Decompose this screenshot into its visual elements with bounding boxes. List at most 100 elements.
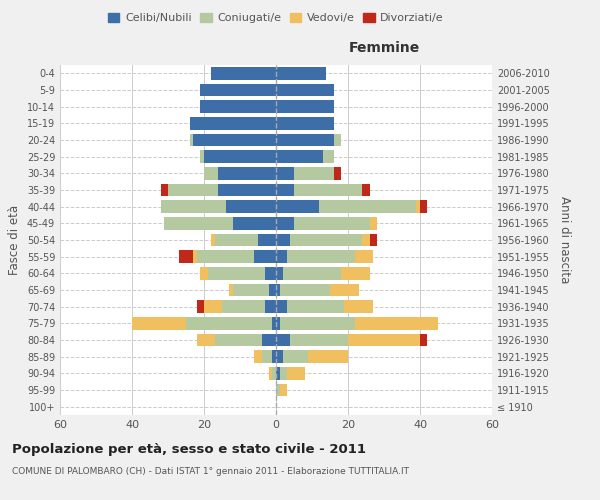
Bar	[168, 184, 218, 196]
Bar	[287, 367, 305, 380]
Bar	[276, 184, 294, 196]
Bar	[197, 250, 254, 263]
Bar	[276, 367, 280, 380]
Bar	[330, 284, 359, 296]
Bar	[287, 250, 355, 263]
Bar	[161, 184, 168, 196]
Text: Popolazione per età, sesso e stato civile - 2011: Popolazione per età, sesso e stato civil…	[12, 442, 366, 456]
Bar	[161, 200, 226, 213]
Bar	[200, 100, 276, 113]
Bar	[294, 217, 370, 230]
Bar	[280, 367, 287, 380]
Bar	[362, 234, 370, 246]
Bar	[204, 150, 276, 163]
Bar	[290, 234, 362, 246]
Bar	[254, 250, 276, 263]
Bar	[272, 317, 276, 330]
Bar	[334, 167, 341, 179]
Bar	[276, 334, 290, 346]
Bar	[276, 117, 334, 130]
Bar	[276, 100, 334, 113]
Bar	[290, 334, 348, 346]
Bar	[200, 150, 204, 163]
Bar	[276, 134, 334, 146]
Bar	[200, 84, 276, 96]
Legend: Celibi/Nubili, Coniugati/e, Vedovi/e, Divorziati/e: Celibi/Nubili, Coniugati/e, Vedovi/e, Di…	[104, 8, 448, 28]
Bar	[276, 84, 334, 96]
Bar	[229, 284, 233, 296]
Bar	[294, 184, 362, 196]
Bar	[276, 350, 283, 363]
Bar	[215, 334, 262, 346]
Bar	[280, 384, 287, 396]
Text: COMUNE DI PALOMBARO (CH) - Dati ISTAT 1° gennaio 2011 - Elaborazione TUTTITALIA.: COMUNE DI PALOMBARO (CH) - Dati ISTAT 1°…	[12, 468, 409, 476]
Bar	[294, 167, 334, 179]
Bar	[370, 217, 377, 230]
Text: Femmine: Femmine	[349, 40, 419, 54]
Bar	[265, 267, 276, 280]
Bar	[319, 200, 416, 213]
Bar	[280, 317, 355, 330]
Bar	[164, 217, 233, 230]
Bar	[197, 300, 204, 313]
Bar	[269, 284, 276, 296]
Bar	[341, 267, 370, 280]
Bar	[218, 184, 276, 196]
Bar	[420, 334, 427, 346]
Bar	[265, 300, 276, 313]
Bar	[233, 284, 269, 296]
Bar	[355, 250, 373, 263]
Bar	[287, 300, 344, 313]
Bar	[269, 367, 272, 380]
Bar	[420, 200, 427, 213]
Bar	[276, 284, 280, 296]
Bar	[208, 267, 265, 280]
Bar	[254, 350, 262, 363]
Bar	[276, 67, 326, 80]
Bar	[276, 267, 283, 280]
Bar	[276, 234, 290, 246]
Bar	[197, 334, 215, 346]
Bar	[280, 284, 330, 296]
Bar	[193, 134, 276, 146]
Bar	[308, 350, 348, 363]
Y-axis label: Anni di nascita: Anni di nascita	[557, 196, 571, 284]
Bar	[355, 317, 438, 330]
Bar	[233, 217, 276, 230]
Bar	[272, 367, 276, 380]
Bar	[344, 300, 373, 313]
Bar	[283, 267, 341, 280]
Bar	[276, 300, 287, 313]
Bar	[190, 134, 193, 146]
Bar	[200, 267, 208, 280]
Bar	[193, 250, 197, 263]
Bar	[262, 350, 272, 363]
Bar	[334, 134, 341, 146]
Bar	[276, 150, 323, 163]
Bar	[276, 250, 287, 263]
Bar	[211, 67, 276, 80]
Bar	[132, 317, 186, 330]
Bar	[258, 234, 276, 246]
Bar	[323, 150, 334, 163]
Bar	[204, 300, 222, 313]
Y-axis label: Fasce di età: Fasce di età	[8, 205, 21, 275]
Bar	[276, 317, 280, 330]
Bar	[211, 234, 215, 246]
Bar	[226, 200, 276, 213]
Bar	[186, 317, 272, 330]
Bar	[276, 384, 280, 396]
Bar	[416, 200, 420, 213]
Bar	[190, 117, 276, 130]
Bar	[276, 217, 294, 230]
Bar	[222, 300, 265, 313]
Bar	[204, 167, 218, 179]
Bar	[218, 167, 276, 179]
Bar	[362, 184, 370, 196]
Bar	[272, 350, 276, 363]
Bar	[348, 334, 420, 346]
Bar	[262, 334, 276, 346]
Bar	[215, 234, 258, 246]
Bar	[276, 167, 294, 179]
Bar	[276, 200, 319, 213]
